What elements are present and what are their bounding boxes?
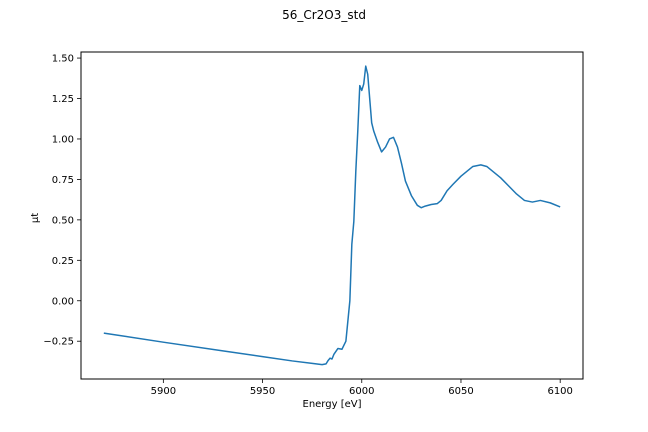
x-tick-label: 6000 (349, 386, 374, 397)
y-tick-label: −0.25 (43, 337, 74, 348)
x-axis: 5900 5950 6000 6050 6100 (151, 379, 573, 397)
y-tick-label: 0.25 (52, 256, 74, 267)
y-tick-label: 0.50 (52, 215, 74, 226)
x-tick-label: 5900 (151, 386, 176, 397)
y-axis-label: μt (30, 213, 41, 223)
y-tick-label: 1.25 (52, 94, 74, 105)
y-tick-label: 1.00 (52, 134, 74, 145)
x-tick-label: 5950 (250, 386, 275, 397)
y-axis: −0.25 0.00 0.25 0.50 0.75 1.00 1.25 1.50 (43, 54, 81, 348)
plot-area (80, 51, 584, 380)
x-tick-label: 6100 (547, 386, 572, 397)
y-tick-label: 0.75 (52, 175, 74, 186)
series-line-0 (103, 65, 561, 366)
series-layer (103, 65, 561, 366)
y-tick-label: 0.00 (52, 296, 74, 307)
x-tick-label: 6050 (448, 386, 473, 397)
x-axis-label: Energy [eV] (303, 399, 362, 410)
chart-title: 56_Cr2O3_std (282, 8, 366, 22)
y-tick-label: 1.50 (52, 54, 74, 65)
axes-frame (80, 51, 584, 380)
